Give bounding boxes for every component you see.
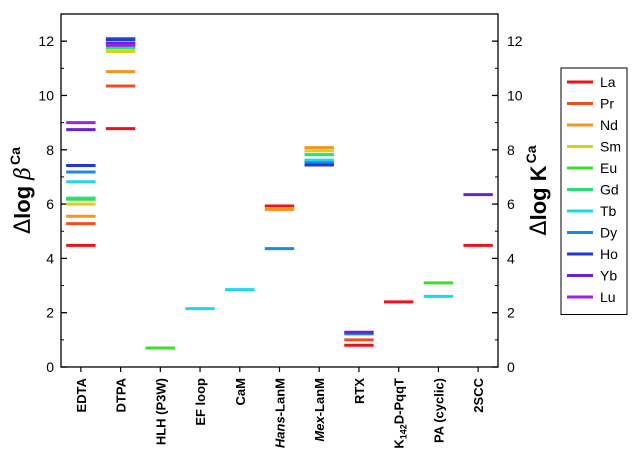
legend-label-gd: Gd [600,182,619,198]
y-right-tick-label: 8 [507,142,515,158]
legend-box [560,67,628,315]
x-tick-label: RTX [352,378,367,404]
legend-label-la: La [600,74,616,90]
y-right-tick-label: 2 [507,305,515,321]
x-tick-label: EF loop [193,378,208,426]
axis-titles: Δlog βCa Δlog KCa [7,145,552,235]
x-tick-label: EDTA [74,377,89,412]
y-left-tick-label: 0 [46,359,54,375]
x-tick-label: K142D-PqqT [392,378,409,449]
legend-label-lu: Lu [600,289,616,305]
y-left-tick-label: 10 [38,87,54,103]
x-tick-label: PA (cyclic) [431,378,446,443]
y-axis-title-right: Δlog KCa [523,145,552,235]
legend-label-nd: Nd [600,117,618,133]
y-right-tick-label: 0 [507,359,515,375]
x-tick-label: HLH (P3W) [153,378,168,445]
legend-label-yb: Yb [600,268,617,284]
x-tick-labels: EDTA DTPA HLH (P3W) EF loop CaM Hans-LanM Mex-… [74,377,486,448]
y-right-tick-label: 4 [507,250,515,266]
legend: La Pr Nd Sm Eu Gd Tb Dy Ho Yb Lu [560,67,628,315]
y-left-tick-label: 6 [46,196,54,212]
plot-frame [60,13,499,368]
x-tick-label: Mex-LanM [312,378,327,442]
legend-label-ho: Ho [600,246,618,262]
y-left-tick-label: 2 [46,305,54,321]
legend-label-tb: Tb [600,203,617,219]
legend-label-dy: Dy [600,225,617,241]
x-tick-label: CaM [233,378,248,405]
y-left-tick-label: 4 [46,250,54,266]
y-right-tick-label: 6 [507,196,515,212]
legend-label-eu: Eu [600,160,617,176]
y-left-tick-label: 8 [46,142,54,158]
data-marks [66,36,493,350]
legend-label-pr: Pr [600,96,614,112]
axes: 0 0 2 2 4 4 6 6 8 8 10 10 12 12 [38,13,523,375]
y-right-tick-label: 10 [507,87,523,103]
legend-label-sm: Sm [600,139,621,155]
y-right-tick-label: 12 [507,33,523,49]
x-tick-label: 2SCC [471,377,486,412]
x-tick-label: Hans-LanM [273,378,288,448]
x-tick-label: DTPA [114,377,129,412]
y-axis-title-left: Δlog βCa [7,147,36,234]
y-left-tick-label: 12 [38,33,54,49]
